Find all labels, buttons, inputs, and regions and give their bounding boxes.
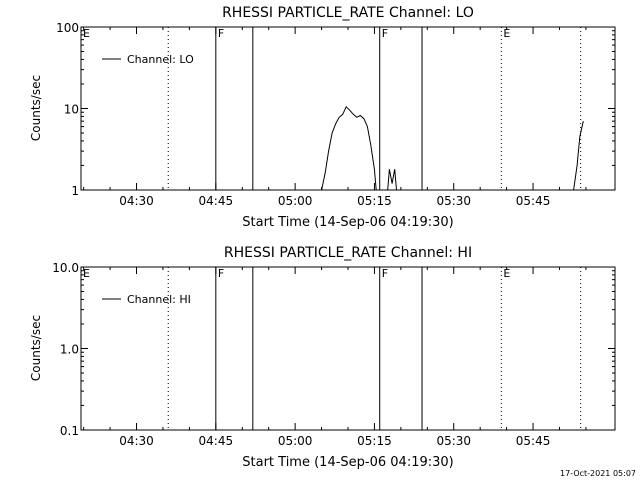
y-tick-label: 10 bbox=[64, 103, 79, 117]
x-tick-label: 05:15 bbox=[357, 434, 392, 448]
x-tick-label: 05:30 bbox=[436, 194, 471, 208]
x-tick-label: 05:30 bbox=[436, 434, 471, 448]
x-axis-label: Start Time (14-Sep-06 04:19:30) bbox=[242, 455, 453, 470]
y-tick-label: 10.0 bbox=[52, 261, 79, 275]
legend-label: Channel: HI bbox=[127, 293, 191, 306]
x-axis-label: Start Time (14-Sep-06 04:19:30) bbox=[242, 215, 453, 230]
event-marker-label: E bbox=[83, 267, 90, 280]
footer-timestamp: 17-Oct-2021 05:07 bbox=[560, 469, 636, 478]
panel-title: RHESSI PARTICLE_RATE Channel: HI bbox=[224, 245, 472, 261]
plot-frame bbox=[80, 266, 616, 431]
y-axis-label: Counts/sec bbox=[29, 315, 43, 381]
event-marker-label: F bbox=[382, 267, 388, 280]
x-tick-label: 05:15 bbox=[357, 194, 392, 208]
y-axis-label: Counts/sec bbox=[29, 75, 43, 141]
x-tick-label: 05:45 bbox=[516, 434, 551, 448]
event-marker-label: F bbox=[382, 27, 388, 40]
legend-label: Channel: LO bbox=[127, 53, 194, 66]
x-tick-label: 04:45 bbox=[199, 434, 234, 448]
x-tick-label: 04:30 bbox=[119, 194, 154, 208]
y-tick-label: 1 bbox=[71, 184, 79, 198]
x-tick-label: 05:00 bbox=[278, 434, 313, 448]
x-tick-label: 05:45 bbox=[516, 194, 551, 208]
y-tick-label: 0.1 bbox=[60, 424, 79, 438]
event-marker-label: F bbox=[218, 267, 224, 280]
y-tick-label: 1.0 bbox=[60, 343, 79, 357]
panel-title: RHESSI PARTICLE_RATE Channel: LO bbox=[222, 5, 474, 21]
series-line bbox=[387, 169, 397, 191]
panel-hi-channel: RHESSI PARTICLE_RATE Channel: HI Start T… bbox=[29, 245, 616, 470]
event-marker-label: E bbox=[503, 267, 510, 280]
panel-lo-channel: RHESSI PARTICLE_RATE Channel: LO Start T… bbox=[29, 5, 616, 230]
series-line bbox=[573, 120, 584, 191]
x-tick-label: 04:30 bbox=[119, 434, 154, 448]
event-marker-label: F bbox=[218, 27, 224, 40]
event-marker-label: E bbox=[83, 27, 90, 40]
event-marker-label: E bbox=[503, 27, 510, 40]
x-tick-label: 05:00 bbox=[278, 194, 313, 208]
y-tick-label: 100 bbox=[56, 21, 79, 35]
x-tick-label: 04:45 bbox=[199, 194, 234, 208]
series-line bbox=[321, 105, 377, 191]
